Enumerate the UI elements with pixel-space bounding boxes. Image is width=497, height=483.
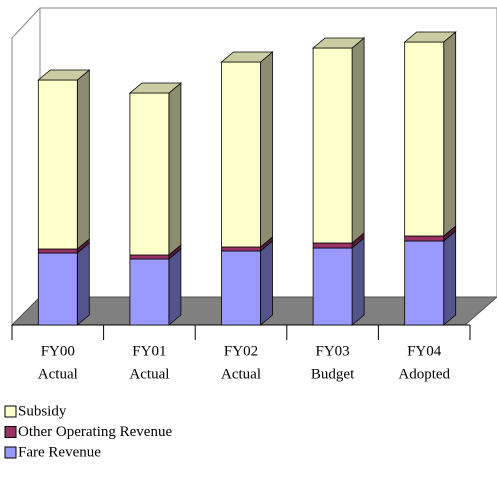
bar xyxy=(221,250,261,326)
bar xyxy=(404,41,445,237)
x-tick-label: Actual xyxy=(129,366,169,382)
x-tick-label: Budget xyxy=(311,366,355,382)
legend-label: Subsidy xyxy=(18,403,67,419)
legend-swatch xyxy=(4,405,17,418)
bar-top xyxy=(311,37,366,49)
legend-label: Fare Revenue xyxy=(18,444,101,460)
bar xyxy=(37,252,78,326)
bar-top xyxy=(37,69,91,81)
bar-top xyxy=(128,82,183,94)
x-tick-label: Adopted xyxy=(398,366,450,382)
bar-side xyxy=(351,237,365,326)
bar-side xyxy=(260,51,273,248)
bar xyxy=(404,240,445,326)
bar xyxy=(404,235,445,242)
bar xyxy=(129,92,170,256)
bar-top xyxy=(220,51,274,63)
bar xyxy=(312,247,353,326)
legend-swatch xyxy=(4,446,17,459)
bar-top xyxy=(403,31,457,43)
bar-side xyxy=(443,31,457,237)
bar xyxy=(129,258,170,326)
x-tick-label: Actual xyxy=(38,366,78,382)
bar xyxy=(312,47,353,244)
x-tick-label: FY03 xyxy=(316,343,350,359)
bar xyxy=(37,79,78,250)
bar xyxy=(221,61,261,248)
bar-side xyxy=(168,82,182,256)
x-tick-label: FY00 xyxy=(41,343,75,359)
bar-side xyxy=(443,230,457,326)
bar xyxy=(129,254,170,260)
x-tick-label: FY01 xyxy=(132,343,166,359)
bar xyxy=(312,242,353,249)
bar-side xyxy=(76,69,90,250)
bar-side xyxy=(351,37,365,244)
bar-side xyxy=(76,242,90,326)
bar xyxy=(37,248,78,254)
bar-side xyxy=(168,248,182,326)
bar-side xyxy=(260,240,273,326)
legend-swatch xyxy=(4,426,17,438)
legend-label: Other Operating Revenue xyxy=(18,424,172,440)
x-tick-label: FY02 xyxy=(224,343,258,359)
bar xyxy=(221,246,261,252)
x-tick-label: FY04 xyxy=(407,343,442,359)
x-tick-label: Actual xyxy=(221,366,261,382)
